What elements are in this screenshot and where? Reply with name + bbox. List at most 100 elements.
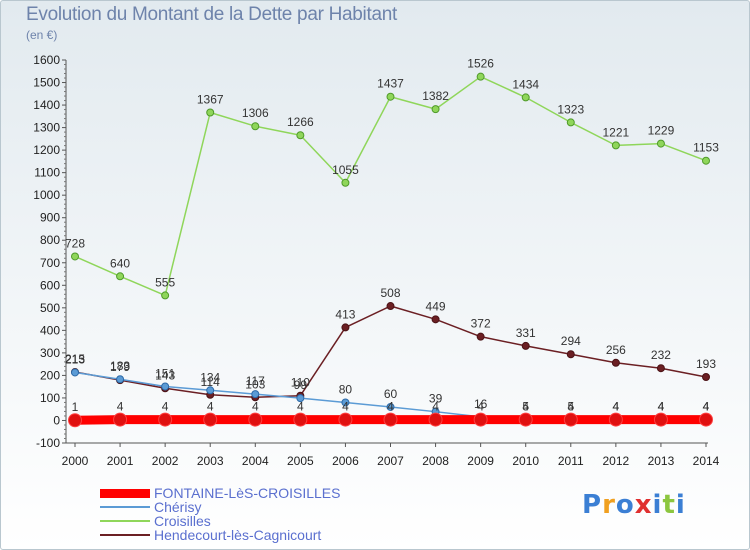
y-tick-label: 0 xyxy=(53,413,60,427)
legend-label: Croisilles xyxy=(154,513,211,529)
data-point xyxy=(341,398,350,407)
data-point xyxy=(428,412,443,427)
y-tick-label: 1100 xyxy=(34,166,60,180)
x-tick-label: 2002 xyxy=(152,454,179,468)
data-point xyxy=(338,412,353,427)
data-label: 213 xyxy=(65,352,85,366)
data-point xyxy=(521,93,530,102)
data-label: 103 xyxy=(245,377,265,391)
x-tick-label: 2000 xyxy=(62,454,89,468)
data-label: 331 xyxy=(516,326,536,340)
x-tick-label: 2007 xyxy=(377,454,404,468)
y-tick-label: 1000 xyxy=(33,188,60,202)
data-label: 4 xyxy=(162,400,169,414)
chart-title: Evolution du Montant de la Dette par Hab… xyxy=(26,4,397,25)
data-point xyxy=(71,368,79,377)
data-label: 110 xyxy=(291,376,310,390)
y-tick-label: 300 xyxy=(40,346,60,360)
x-tick-label: 2006 xyxy=(332,454,359,468)
data-label: 256 xyxy=(606,343,626,357)
legend-item: FONTAINE-LèS-CROISILLES xyxy=(100,486,340,500)
x-tick-label: 2001 xyxy=(107,454,134,468)
y-tick-label: 900 xyxy=(40,211,60,225)
data-point xyxy=(206,386,215,395)
data-label: 4 xyxy=(522,400,529,414)
y-tick-label: 1300 xyxy=(33,121,60,135)
data-point xyxy=(656,139,665,148)
x-tick-label: 2005 xyxy=(287,454,314,468)
data-label: 555 xyxy=(155,275,175,289)
y-tick-label: 600 xyxy=(40,278,60,292)
data-point xyxy=(113,412,128,427)
legend-swatch xyxy=(100,534,150,536)
data-label: 1434 xyxy=(512,77,539,91)
data-label: 4 xyxy=(117,400,124,414)
proxiti-logo: Proxiti xyxy=(582,490,686,520)
data-point xyxy=(158,412,173,427)
data-label: 4 xyxy=(658,400,665,414)
data-label: 215 xyxy=(65,352,85,366)
data-label: 232 xyxy=(651,348,671,362)
data-label: 4 xyxy=(432,400,439,414)
data-label: 4 xyxy=(297,400,304,414)
data-label: 1306 xyxy=(242,106,269,120)
data-label: 1 xyxy=(72,400,79,414)
data-point xyxy=(702,372,710,381)
data-label: 4 xyxy=(207,400,214,414)
data-point xyxy=(431,315,440,324)
data-point xyxy=(702,156,710,165)
data-point xyxy=(68,413,82,428)
data-point xyxy=(566,350,575,359)
data-label: 4 xyxy=(703,400,710,414)
data-point xyxy=(161,382,170,391)
data-label: 179 xyxy=(110,360,130,374)
data-label: 117 xyxy=(246,374,265,388)
y-tick-label: -100 xyxy=(36,436,60,450)
data-label: 372 xyxy=(471,317,491,331)
data-label: 114 xyxy=(201,375,220,389)
data-label: 449 xyxy=(426,299,446,313)
data-label: 1323 xyxy=(557,102,584,116)
data-point xyxy=(116,375,125,384)
data-label: 99 xyxy=(294,378,308,392)
chart-subtitle: (en €) xyxy=(26,28,58,42)
x-tick-label: 2003 xyxy=(197,454,224,468)
data-point xyxy=(518,412,533,427)
data-label: 143 xyxy=(155,368,175,382)
data-point xyxy=(476,332,485,341)
data-point xyxy=(473,412,488,427)
legend-swatch xyxy=(100,520,150,522)
data-point xyxy=(248,412,263,427)
data-label: 5 xyxy=(567,399,574,413)
data-label: 151 xyxy=(155,366,175,380)
data-label: 1526 xyxy=(467,57,494,71)
data-label: 4 xyxy=(658,400,665,414)
data-label: 1382 xyxy=(422,89,449,103)
data-label: 1367 xyxy=(197,92,224,106)
data-label: 4 xyxy=(567,400,574,414)
data-label: 16 xyxy=(474,397,488,411)
legend-item: Croisilles xyxy=(100,514,340,528)
y-tick-label: 1200 xyxy=(33,143,60,157)
data-point xyxy=(563,412,578,427)
data-point xyxy=(251,122,260,131)
data-point xyxy=(386,92,395,101)
data-point xyxy=(71,252,79,261)
y-tick-label: 100 xyxy=(40,391,60,405)
data-label: 1266 xyxy=(287,115,314,129)
data-point xyxy=(611,141,620,150)
data-point xyxy=(699,412,713,427)
data-point xyxy=(386,402,395,411)
data-point xyxy=(476,72,485,81)
data-point xyxy=(521,341,530,350)
series-line-2 xyxy=(74,75,707,297)
data-label: 183 xyxy=(110,359,130,373)
legend-item: Hendecourt-lès-Cagnicourt xyxy=(100,528,340,542)
data-point xyxy=(203,412,218,427)
data-label: 60 xyxy=(384,387,398,401)
data-point xyxy=(116,272,125,281)
data-label: 134 xyxy=(200,370,220,384)
data-label: 39 xyxy=(429,392,443,406)
